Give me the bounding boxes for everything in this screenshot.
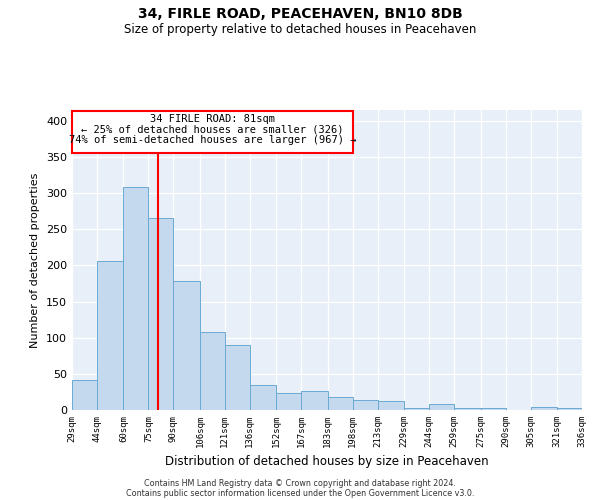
Text: ← 25% of detached houses are smaller (326): ← 25% of detached houses are smaller (32… bbox=[81, 124, 344, 134]
Text: Contains HM Land Registry data © Crown copyright and database right 2024.: Contains HM Land Registry data © Crown c… bbox=[144, 478, 456, 488]
Bar bbox=[481, 408, 506, 410]
FancyBboxPatch shape bbox=[72, 112, 353, 154]
Bar bbox=[454, 408, 481, 410]
Bar bbox=[404, 408, 429, 410]
Text: 34 FIRLE ROAD: 81sqm: 34 FIRLE ROAD: 81sqm bbox=[150, 114, 275, 124]
Bar bbox=[124, 188, 148, 410]
Text: Size of property relative to detached houses in Peacehaven: Size of property relative to detached ho… bbox=[124, 22, 476, 36]
Bar bbox=[353, 400, 377, 410]
Text: Contains public sector information licensed under the Open Government Licence v3: Contains public sector information licen… bbox=[126, 488, 474, 498]
Bar bbox=[277, 394, 301, 410]
Bar bbox=[97, 261, 124, 410]
Bar bbox=[557, 408, 582, 410]
Bar bbox=[429, 404, 454, 410]
Y-axis label: Number of detached properties: Number of detached properties bbox=[31, 172, 40, 348]
Bar bbox=[200, 332, 225, 410]
Bar bbox=[301, 391, 328, 410]
X-axis label: Distribution of detached houses by size in Peacehaven: Distribution of detached houses by size … bbox=[165, 456, 489, 468]
Text: 34, FIRLE ROAD, PEACEHAVEN, BN10 8DB: 34, FIRLE ROAD, PEACEHAVEN, BN10 8DB bbox=[137, 8, 463, 22]
Bar bbox=[250, 384, 277, 410]
Bar bbox=[148, 218, 173, 410]
Bar bbox=[530, 407, 557, 410]
Bar bbox=[225, 345, 250, 410]
Text: 74% of semi-detached houses are larger (967) →: 74% of semi-detached houses are larger (… bbox=[68, 134, 356, 144]
Bar bbox=[173, 282, 200, 410]
Bar bbox=[72, 380, 97, 410]
Bar bbox=[377, 400, 404, 410]
Bar bbox=[328, 397, 353, 410]
